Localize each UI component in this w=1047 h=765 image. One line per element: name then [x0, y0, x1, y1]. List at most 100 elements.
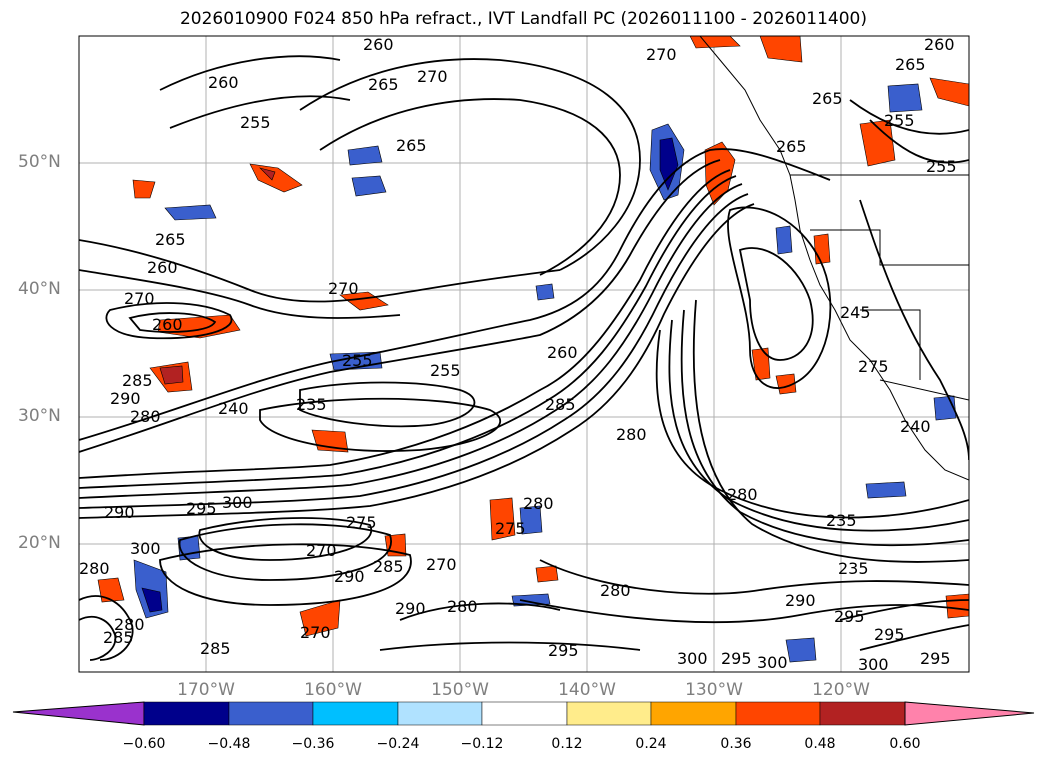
- contour-label: 270: [328, 279, 359, 298]
- shade-patch: [929, 77, 969, 107]
- contour-line: [319, 98, 621, 276]
- shade-patch: [159, 365, 184, 385]
- contour-label: 235: [296, 395, 327, 414]
- colorbar-bin: [566, 701, 652, 726]
- lon-label: 150°W: [431, 680, 489, 700]
- shade-patch: [813, 233, 831, 265]
- lon-label: 130°W: [685, 680, 743, 700]
- contour-label: 285: [103, 628, 134, 647]
- shade-patch: [489, 497, 516, 541]
- shade-patch: [339, 291, 389, 311]
- colorbar-tick-label: −0.48: [207, 736, 251, 752]
- shade-patch: [535, 565, 559, 583]
- contour-label-group: 260 260 265 270 270 260 255 265 265 255 …: [79, 35, 957, 674]
- contour-label: 255: [342, 351, 373, 370]
- shade-patch: [759, 36, 803, 63]
- contour-label: 290: [334, 567, 365, 586]
- shade-patch: [141, 587, 163, 613]
- contour-label: 280: [600, 581, 631, 600]
- contour-label: 295: [920, 649, 951, 668]
- contour-label: 290: [104, 503, 135, 522]
- contour-label: 275: [495, 519, 526, 538]
- contour-label: 240: [218, 399, 249, 418]
- contour-label: 295: [834, 607, 865, 626]
- contour-label: 255: [926, 157, 957, 176]
- shade-patch: [258, 167, 276, 181]
- contour-line: [79, 183, 743, 499]
- shade-patch: [519, 505, 543, 535]
- lat-label: 30°N: [18, 406, 61, 426]
- contour-label: 265: [155, 230, 186, 249]
- contour-label: 285: [545, 395, 576, 414]
- contour-label: 280: [130, 407, 161, 426]
- contour-line: [79, 203, 755, 519]
- shade-patch: [775, 225, 793, 255]
- contour-line: [79, 175, 737, 489]
- graticule: [79, 36, 969, 672]
- contour-line: [198, 517, 373, 561]
- contour-label: 280: [616, 425, 647, 444]
- shade-patch: [511, 593, 551, 607]
- contour-line: [379, 641, 641, 651]
- contour-label: 270: [417, 67, 448, 86]
- contour-line: [169, 95, 351, 129]
- contour-label: 285: [122, 371, 153, 390]
- contour-line: [299, 58, 641, 271]
- colorbar: [12, 701, 1035, 726]
- shade-patch: [299, 599, 341, 637]
- colorbar-tick-label: 0.36: [720, 736, 752, 752]
- contour-label: 260: [208, 73, 239, 92]
- contour-label: 300: [677, 649, 708, 668]
- contour-label: 270: [306, 541, 337, 560]
- contour-line: [79, 193, 749, 509]
- contour-label: 290: [395, 599, 426, 618]
- contour-label: 280: [523, 494, 554, 513]
- contour-label: 300: [858, 655, 889, 674]
- colorbar-bin: [312, 701, 399, 726]
- colorbar-bin: [481, 701, 568, 726]
- colorbar-bin: [819, 701, 906, 726]
- contour-label: 260: [924, 35, 955, 54]
- contour-line: [79, 615, 117, 661]
- map-title: 2026010900 F024 850 hPa refract., IVT La…: [179, 9, 867, 29]
- contour-label: 255: [430, 361, 461, 380]
- contour-label: 280: [114, 615, 145, 634]
- contour-label: 280: [447, 597, 478, 616]
- state-border: [860, 309, 921, 380]
- map-frame: [78, 35, 970, 673]
- shade-patch: [751, 347, 771, 381]
- coastlines: [699, 36, 969, 481]
- shade-patch: [659, 137, 679, 191]
- contour-line: [178, 523, 392, 581]
- contour-line: [79, 269, 401, 319]
- colorbar-tick-label: −0.36: [291, 736, 335, 752]
- contour-label: 265: [396, 136, 427, 155]
- contour-line: [79, 159, 721, 453]
- colorbar-bin: [228, 701, 314, 726]
- shade-patch: [887, 83, 923, 113]
- contour-label: 235: [838, 559, 869, 578]
- lon-label: 170°W: [177, 680, 235, 700]
- colorbar-tick-label: 0.24: [635, 736, 667, 752]
- contour-label: 260: [147, 258, 178, 277]
- colorbar-bin: [735, 701, 821, 726]
- contour-label: 280: [79, 559, 110, 578]
- contour-label: 295: [721, 649, 752, 668]
- contour-line: [869, 119, 969, 164]
- contour-label: 270: [426, 555, 457, 574]
- contour-label: 260: [547, 343, 578, 362]
- contour-line: [159, 543, 412, 606]
- contour-label: 290: [785, 591, 816, 610]
- contour-line: [849, 99, 969, 135]
- contour-label: 240: [900, 417, 931, 436]
- shade-patch: [859, 119, 896, 167]
- contour-label: 275: [858, 357, 889, 376]
- contour-label: 260: [363, 35, 394, 54]
- lat-label: 50°N: [18, 152, 61, 172]
- north-america-coast: [699, 36, 969, 481]
- shade-patch: [132, 179, 156, 199]
- shade-patch: [97, 577, 125, 603]
- contour-lines: [79, 55, 969, 661]
- shade-patch: [865, 481, 907, 499]
- contour-label: 265: [812, 89, 843, 108]
